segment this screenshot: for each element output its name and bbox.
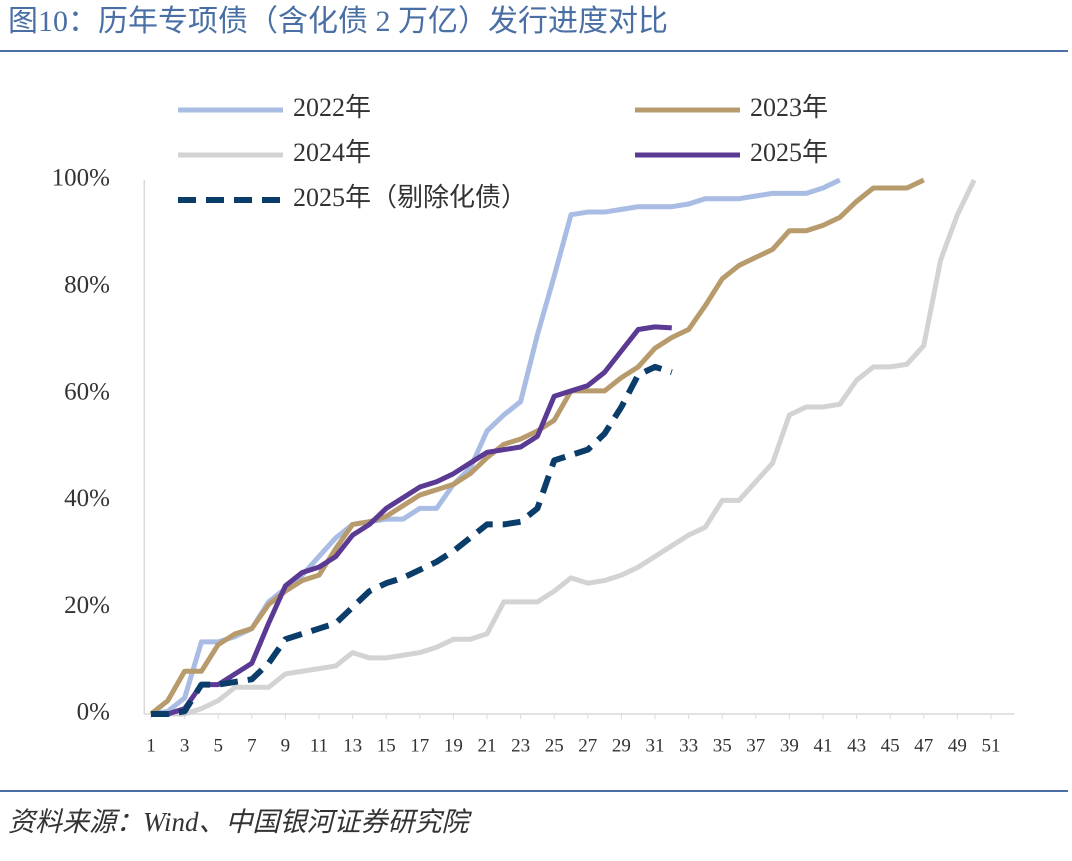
x-tick-label: 13 [343,735,362,756]
legend-label: 2023年 [750,93,828,122]
y-tick-label: 80% [64,272,110,299]
x-tick-label: 47 [914,735,933,756]
legend-label: 2024年 [293,138,371,167]
legend-label: 2022年 [293,93,371,122]
x-tick-label: 41 [813,735,832,756]
x-tick-label: 7 [247,735,257,756]
chart-title: 图10：历年专项债（含化债 2 万亿）发行进度对比 [8,5,668,38]
x-tick-label: 29 [612,735,631,756]
x-tick-label: 31 [645,735,664,756]
x-tick-label: 51 [981,735,1000,756]
x-tick-label: 23 [511,735,530,756]
x-tick-label: 35 [713,735,732,756]
series-line [151,178,977,717]
x-tick-label: 5 [213,735,223,756]
x-tick-label: 49 [948,735,967,756]
x-tick-label: 27 [578,735,597,756]
legend-label: 2025年 [750,138,828,167]
y-tick-label: 100% [52,165,110,192]
x-tick-label: 33 [679,735,698,756]
y-tick-label: 0% [77,699,110,726]
y-tick-label: 20% [64,592,110,619]
x-tick-label: 39 [780,735,799,756]
series-line [151,324,672,717]
y-tick-label: 60% [64,378,110,405]
series-line [151,363,673,717]
x-tick-label: 1 [146,735,156,756]
x-tick-label: 37 [746,735,765,756]
x-tick-label: 9 [281,735,291,756]
x-tick-label: 19 [444,735,463,756]
series-line [150,177,841,717]
x-tick-label: 45 [881,735,900,756]
x-tick-label: 11 [310,735,328,756]
x-tick-label: 21 [478,735,497,756]
y-tick-label: 40% [64,485,110,512]
x-tick-label: 15 [377,735,396,756]
legend-label: 2025年（剔除化债） [293,183,527,212]
source-note: 资料来源：Wind、中国银河证券研究院 [8,807,473,837]
x-tick-label: 25 [545,735,564,756]
x-tick-label: 43 [847,735,866,756]
series-line [149,177,925,716]
x-tick-label: 3 [180,735,190,756]
x-tick-label: 17 [410,735,429,756]
